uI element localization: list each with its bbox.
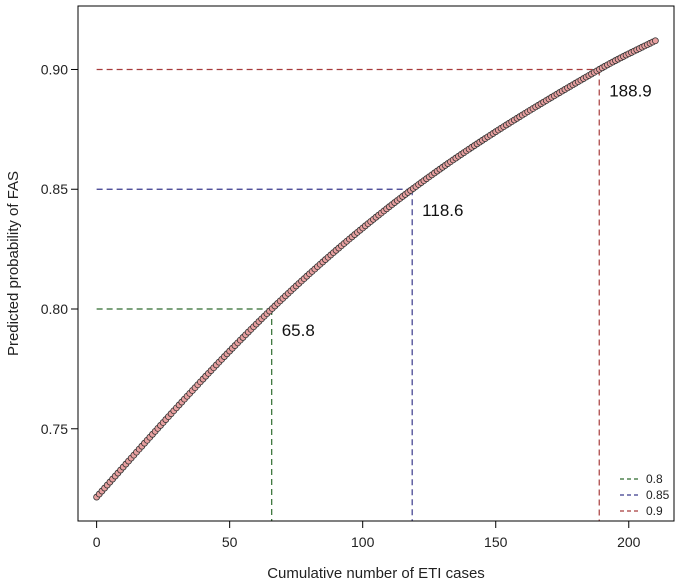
threshold-annotations: 65.8 118.6 188.9 [282,81,652,340]
y-axis-title: Predicted probability of FAS [5,171,22,356]
legend-label: 0.8 [646,472,663,486]
x-tick-label: 50 [222,534,238,550]
y-axis: 0.75 0.80 0.85 0.90 [41,61,78,437]
threshold-crossing-label: 188.9 [609,81,652,100]
legend-label: 0.9 [646,504,663,518]
x-axis-title: Cumulative number of ETI cases [267,565,485,582]
data-point [651,37,659,45]
y-tick-label: 0.75 [41,421,68,437]
x-tick-label: 150 [484,534,508,550]
y-tick-label: 0.90 [41,61,68,77]
legend: 0.8 0.85 0.9 [620,472,670,518]
x-axis: 0 50 100 150 200 [93,521,641,550]
x-tick-label: 0 [93,534,101,550]
threshold-crossing-label: 118.6 [422,201,463,220]
x-tick-label: 200 [617,534,641,550]
threshold-lines [96,68,600,521]
plot-frame [77,5,675,522]
y-tick-label: 0.85 [41,181,68,197]
data-points [93,37,659,501]
legend-label: 0.85 [646,488,670,502]
threshold-crossing-label: 65.8 [282,321,315,340]
y-tick-label: 0.80 [41,301,68,317]
x-tick-label: 100 [351,534,375,550]
